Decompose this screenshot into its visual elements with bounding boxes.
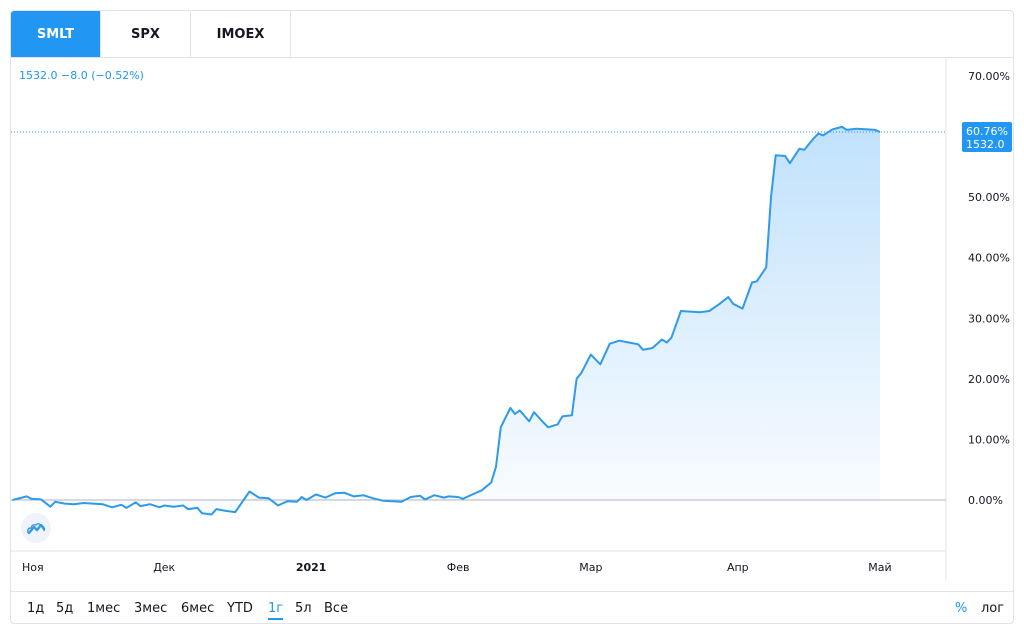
range-bar: 1д 5д 1мес 3мес 6мес YTD 1г 5л Все % лог bbox=[11, 591, 1013, 623]
chart-widget: SMLT SPX IMOEX 0.00% 10.00% 20.00% 30.00% 40… bbox=[10, 10, 1014, 624]
symbol-tabs: SMLT SPX IMOEX bbox=[11, 11, 291, 58]
y-tick-label: 70.00% bbox=[968, 70, 1010, 83]
y-tick-label: 0.00% bbox=[968, 494, 1003, 507]
y-tick-label: 30.00% bbox=[968, 312, 1010, 325]
price-legend: 1532.0 −8.0 (−0.52%) bbox=[19, 69, 144, 82]
tab-smlt[interactable]: SMLT bbox=[11, 11, 101, 57]
x-tick-label: Дек bbox=[153, 561, 175, 574]
y-tick-label: 10.00% bbox=[968, 433, 1010, 446]
last-value-badge bbox=[962, 121, 1012, 152]
x-tick-label: Ноя bbox=[22, 561, 44, 574]
x-tick-label: Мар bbox=[579, 561, 602, 574]
y-tick-label: 20.00% bbox=[968, 373, 1010, 386]
y-tick-label: 40.00% bbox=[968, 252, 1010, 265]
range-3m[interactable]: 3мес bbox=[134, 601, 168, 616]
last-value-price: 1532.0 bbox=[966, 138, 1005, 151]
range-1d[interactable]: 1д bbox=[27, 601, 45, 616]
x-tick-label: 2021 bbox=[296, 561, 327, 574]
range-5d[interactable]: 5д bbox=[56, 601, 74, 616]
log-toggle[interactable]: лог bbox=[981, 601, 1005, 616]
series-area bbox=[12, 126, 880, 515]
range-1m[interactable]: 1мес bbox=[87, 601, 121, 616]
last-value-percent: 60.76% bbox=[966, 125, 1008, 138]
tab-imoex[interactable]: IMOEX bbox=[191, 11, 291, 57]
y-tick-label: 50.00% bbox=[968, 191, 1010, 204]
range-1y[interactable]: 1г bbox=[268, 601, 284, 620]
x-tick-label: Апр bbox=[727, 561, 749, 574]
range-6m[interactable]: 6мес bbox=[181, 601, 215, 616]
percent-toggle[interactable]: % bbox=[955, 601, 968, 616]
tradingview-cloud-icon[interactable] bbox=[21, 513, 51, 543]
range-all[interactable]: Все bbox=[324, 601, 349, 616]
tab-spx[interactable]: SPX bbox=[101, 11, 191, 57]
x-tick-label: Май bbox=[868, 561, 891, 574]
range-5y[interactable]: 5л bbox=[295, 601, 312, 616]
x-tick-label: Фев bbox=[447, 561, 470, 574]
tabs-spacer bbox=[281, 11, 1013, 58]
price-chart[interactable]: 0.00%10.00%20.00%30.00%40.00%50.00%60.00… bbox=[11, 11, 1014, 581]
range-ytd[interactable]: YTD bbox=[227, 601, 253, 616]
